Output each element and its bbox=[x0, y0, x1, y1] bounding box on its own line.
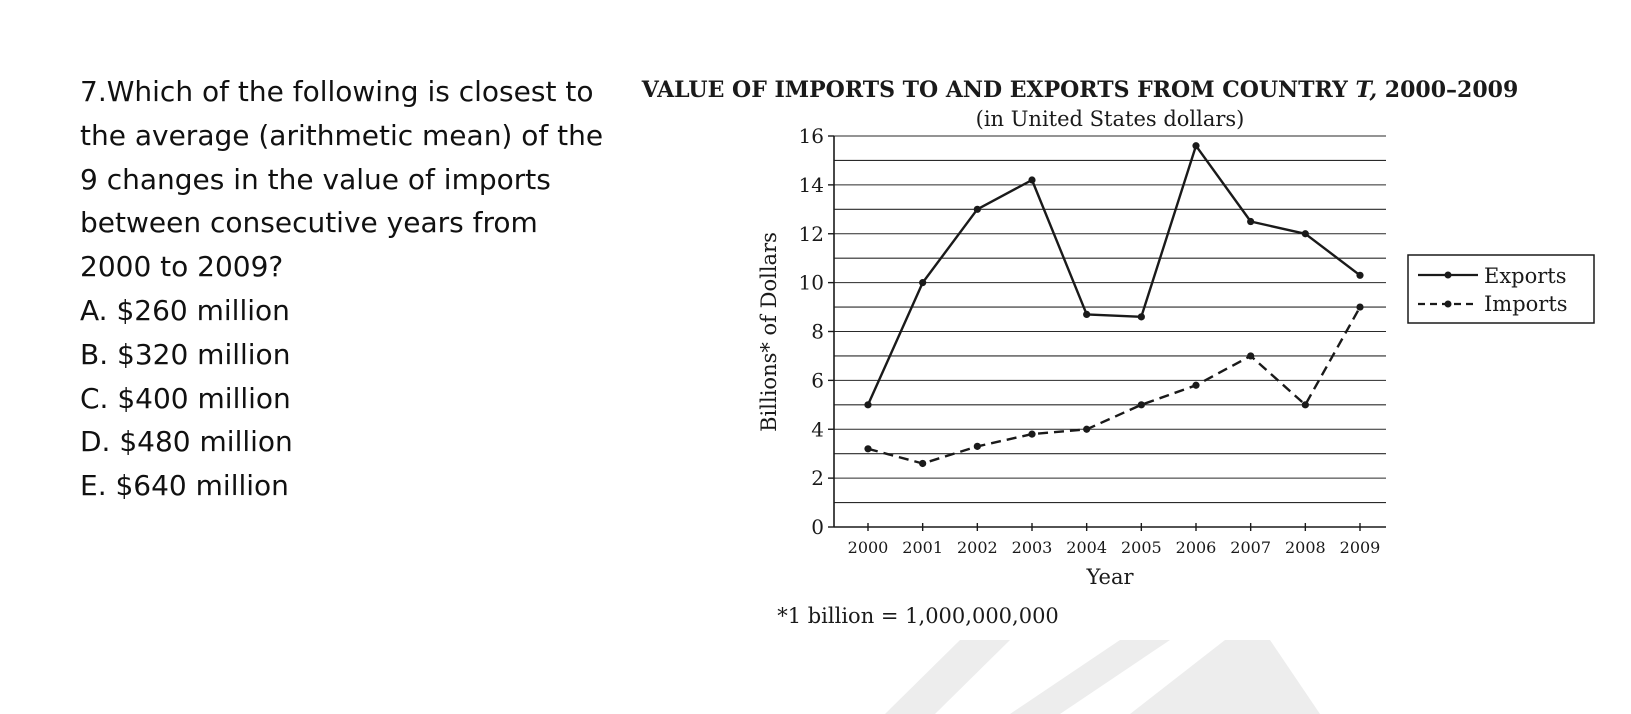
series-lines bbox=[864, 142, 1364, 468]
x-tick-labels: 2000 2001 2002 2003 2004 2005 2006 2007 2008 2009 bbox=[848, 538, 1381, 557]
exports-data-point bbox=[1247, 217, 1255, 226]
imports-data-point bbox=[1028, 430, 1036, 438]
exports-data-point bbox=[973, 205, 981, 213]
y-tick-label: 4 bbox=[811, 417, 824, 441]
question-stem-line: 7.Which of the following is closest to bbox=[80, 75, 594, 108]
imports-data-point bbox=[973, 442, 981, 450]
exports-data-point bbox=[864, 401, 872, 409]
chart-subtitle: (in United States dollars) bbox=[976, 107, 1245, 131]
answer-choice-a: A. $260 million bbox=[80, 293, 290, 327]
legend-exports-label: Exports bbox=[1484, 264, 1567, 288]
imports-data-point bbox=[1192, 381, 1200, 389]
y-tick-label: 8 bbox=[811, 320, 824, 344]
y-tick-label: 16 bbox=[799, 124, 824, 148]
legend: Exports Imports bbox=[1407, 254, 1595, 324]
chart-title: VALUE OF IMPORTS TO AND EXPORTS FROM COU… bbox=[641, 77, 1519, 103]
axes bbox=[828, 135, 1386, 531]
x-tick-label: 2007 bbox=[1230, 538, 1271, 557]
x-tick-label: 2005 bbox=[1121, 538, 1162, 557]
x-tick-label: 2009 bbox=[1340, 538, 1381, 557]
x-tick-label: 2008 bbox=[1285, 538, 1326, 557]
y-axis-label: Billions* of Dollars bbox=[757, 232, 781, 432]
exports-data-point bbox=[1356, 271, 1364, 279]
question-stem-line: between consecutive years from bbox=[80, 206, 538, 240]
chart-footnote: *1 billion = 1,000,000,000 bbox=[777, 604, 1059, 628]
legend-box bbox=[1407, 254, 1595, 324]
question-block: 7.Which of the following is closest to t… bbox=[80, 70, 640, 508]
y-tick-label: 14 bbox=[799, 173, 824, 197]
answer-choice-d: D. $480 million bbox=[80, 425, 293, 459]
y-tick-label: 12 bbox=[799, 222, 824, 246]
x-tick-label: 2000 bbox=[848, 538, 889, 557]
exports-data-point bbox=[1137, 313, 1145, 321]
imports-data-point bbox=[1247, 352, 1255, 360]
x-tick-label: 2006 bbox=[1176, 538, 1217, 557]
imports-data-point bbox=[1356, 303, 1364, 311]
exports-data-point bbox=[1083, 310, 1091, 318]
question-stem-line: 9 changes in the value of imports bbox=[80, 162, 551, 196]
imports-data-point bbox=[1301, 401, 1309, 409]
answer-choice-b: B. $320 million bbox=[80, 337, 291, 371]
imports-data-point bbox=[1137, 401, 1145, 409]
legend-imports-label: Imports bbox=[1484, 292, 1568, 316]
exports-series-line bbox=[866, 144, 1361, 406]
x-tick-label: 2004 bbox=[1066, 538, 1107, 557]
legend-exports-marker bbox=[1444, 271, 1452, 279]
exports-data-point bbox=[919, 279, 927, 287]
y-tick-labels: 0 2 4 6 8 10 12 14 16 bbox=[799, 124, 824, 539]
imports-data-point bbox=[864, 445, 872, 453]
answer-choice-e: E. $640 million bbox=[80, 469, 289, 503]
x-tick-label: 2002 bbox=[957, 538, 998, 557]
question-stem-line: 2000 to 2009? bbox=[80, 250, 284, 284]
y-tick-label: 6 bbox=[811, 368, 824, 392]
y-tick-label: 0 bbox=[811, 515, 824, 539]
imports-series-line bbox=[867, 306, 1362, 465]
watermark-logo bbox=[885, 640, 1320, 714]
y-tick-label: 2 bbox=[811, 466, 824, 490]
exports-data-point bbox=[1028, 176, 1036, 184]
x-tick-label: 2003 bbox=[1012, 538, 1053, 557]
answer-choice-c: C. $400 million bbox=[80, 381, 291, 415]
exports-data-point bbox=[1192, 142, 1200, 150]
imports-data-point bbox=[919, 459, 927, 468]
x-axis-label: Year bbox=[1085, 565, 1134, 589]
exports-data-point bbox=[1301, 230, 1309, 238]
x-tick-label: 2001 bbox=[902, 538, 943, 557]
imports-data-point bbox=[1083, 425, 1091, 433]
gridlines bbox=[834, 135, 1386, 504]
legend-imports-marker bbox=[1444, 300, 1452, 308]
y-tick-label: 10 bbox=[799, 271, 824, 295]
question-stem-line: the average (arithmetic mean) of the bbox=[80, 118, 604, 152]
